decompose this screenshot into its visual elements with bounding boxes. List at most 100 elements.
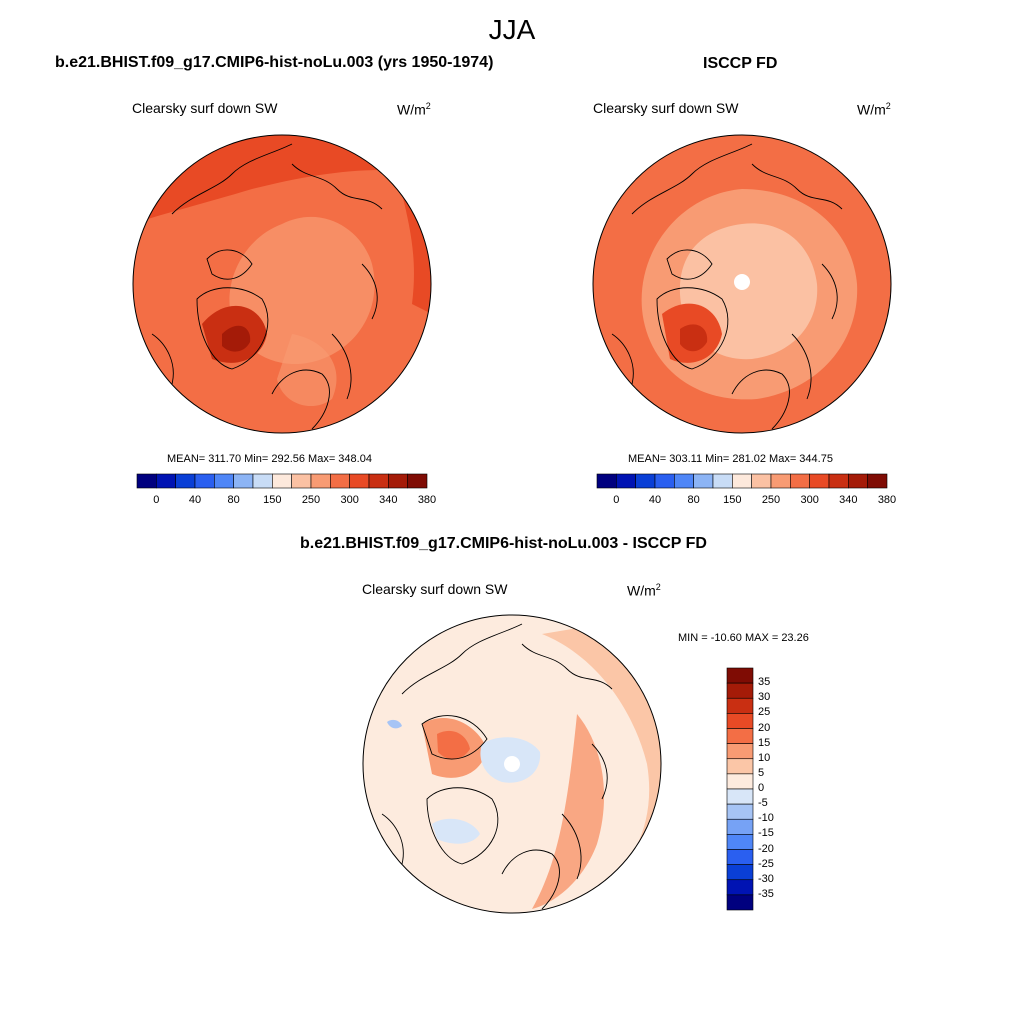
model-colorbar-tick-label: 150	[263, 494, 282, 506]
obs-stats: MEAN= 303.11 Min= 281.02 Max= 344.75	[628, 453, 833, 465]
model-colorbar-swatch	[272, 473, 292, 489]
diff-colorbar-tick-label: 15	[758, 736, 771, 749]
diff-colorbar-tick-label: 5	[758, 766, 765, 779]
model-colorbar-tick-label: 300	[340, 494, 359, 506]
diff-units-label: W/m2	[627, 582, 661, 599]
obs-colorbar-swatch	[770, 473, 791, 489]
model-field-greenland-core	[222, 325, 251, 352]
model-colorbar-swatch	[175, 473, 196, 489]
obs-field-greenland-core	[680, 324, 708, 352]
obs-colorbar-tick-label: 380	[877, 494, 897, 506]
diff-colorbar-tick-label: -35	[758, 887, 774, 900]
diff-colorbar-swatch	[726, 667, 754, 684]
diff-map-border	[362, 614, 662, 914]
diff-coastlines	[381, 623, 613, 910]
obs-colorbar-tick-label: 300	[800, 494, 819, 506]
diff-colorbar-tick-label: -5	[758, 797, 768, 810]
obs-colorbar-swatch	[809, 473, 830, 489]
diff-colorbar-swatch	[726, 818, 754, 835]
model-stats: MEAN= 311.70 Min= 292.56 Max= 348.04	[167, 453, 372, 465]
obs-colorbar-swatch	[596, 473, 617, 489]
model-colorbar-swatch	[194, 473, 215, 489]
model-colorbar-swatch	[233, 473, 254, 489]
diff-colorbar	[726, 667, 754, 911]
obs-polar-map	[592, 134, 892, 434]
obs-map-border	[592, 134, 892, 434]
obs-colorbar-tick-label: 80	[687, 494, 700, 506]
obs-colorbar-tick-label: 0	[613, 494, 620, 506]
model-colorbar	[136, 473, 428, 489]
diff-colorbar-swatch	[726, 743, 754, 760]
diff-panel-title: b.e21.BHIST.f09_g17.CMIP6-hist-noLu.003 …	[300, 535, 707, 552]
diff-field-east-warmer	[532, 714, 605, 909]
model-polar-map	[132, 134, 432, 434]
model-colorbar-tick-label: 250	[301, 494, 321, 506]
model-colorbar-swatch	[291, 473, 312, 489]
diff-field-alaska-cool	[387, 719, 402, 729]
model-colorbar-tick-label: 40	[188, 494, 202, 506]
obs-colorbar-tick-label: 150	[723, 494, 742, 506]
obs-units-label: W/m2	[857, 101, 891, 118]
obs-colorbar-tick-label: 340	[839, 494, 858, 506]
season-title: JJA	[488, 14, 536, 45]
obs-colorbar-tick-label: 40	[648, 494, 662, 506]
diff-colorbar-swatch	[726, 834, 754, 850]
obs-colorbar	[596, 473, 888, 489]
model-colorbar-tick-label: 380	[417, 494, 437, 506]
obs-colorbar-swatch	[751, 473, 772, 489]
obs-coastlines	[611, 143, 843, 430]
diff-colorbar-swatch	[726, 894, 754, 911]
obs-panel-title: ISCCP FD	[703, 55, 778, 72]
diff-field-archipelago-core	[437, 730, 470, 760]
model-colorbar-swatch	[310, 473, 331, 489]
diff-colorbar-swatch	[726, 864, 754, 881]
diff-colorbar-tick-label: -10	[758, 812, 774, 825]
obs-colorbar-swatch	[712, 473, 733, 489]
model-colorbar-swatch	[330, 473, 350, 489]
obs-colorbar-swatch	[828, 473, 849, 489]
obs-colorbar-swatch	[635, 473, 656, 489]
model-field-arctic-low	[229, 216, 375, 365]
diff-colorbar-swatch	[726, 682, 754, 699]
diff-colorbar-tick-label: 25	[758, 706, 771, 719]
diff-colorbar-ticks: 35 30 25 20 15 10 5 0 -5 -10 -15 -20 -25 -30 -35	[758, 668, 818, 910]
model-colorbar-tick-label: 0	[153, 494, 160, 506]
diff-field-polar-gap	[504, 756, 520, 772]
model-field-high-north	[133, 135, 431, 224]
obs-colorbar-swatch	[654, 473, 675, 489]
diff-polar-map	[362, 614, 662, 914]
diff-colorbar-tick-label: -30	[758, 872, 774, 885]
model-colorbar-swatch	[349, 473, 370, 489]
model-variable-label: Clearsky surf down SW	[132, 100, 278, 116]
model-colorbar-swatch	[407, 473, 428, 489]
diff-variable-label: Clearsky surf down SW	[362, 581, 508, 597]
model-units-label: W/m2	[397, 101, 431, 118]
obs-variable-label: Clearsky surf down SW	[593, 100, 739, 116]
obs-colorbar-swatch	[848, 473, 868, 489]
diff-colorbar-tick-label: -20	[758, 842, 774, 855]
obs-colorbar-swatch	[790, 473, 810, 489]
diff-field-east-warm	[542, 615, 661, 913]
diff-colorbar-swatch	[726, 773, 754, 790]
diff-colorbar-tick-label: 30	[758, 691, 771, 704]
model-colorbar-swatch	[214, 473, 234, 489]
obs-colorbar-tick-label: 250	[761, 494, 781, 506]
diff-colorbar-tick-label: 20	[758, 721, 771, 734]
model-colorbar-ticks: 0 40 80 150 250 300 340 380	[137, 494, 436, 508]
obs-colorbar-swatch	[732, 473, 752, 489]
obs-colorbar-swatch	[674, 473, 694, 489]
diff-colorbar-swatch	[726, 728, 754, 744]
diff-colorbar-swatch	[726, 879, 754, 896]
obs-colorbar-swatch	[616, 473, 636, 489]
diff-field-greenland-cool	[432, 818, 480, 844]
diff-field-sw-cool	[363, 879, 412, 913]
obs-colorbar-swatch	[867, 473, 888, 489]
diff-colorbar-tick-label: -15	[758, 827, 774, 840]
diff-colorbar-swatch	[726, 697, 754, 714]
diff-colorbar-tick-label: 10	[758, 751, 771, 764]
model-colorbar-swatch	[156, 473, 176, 489]
obs-field-polar-gap	[734, 274, 750, 290]
model-colorbar-swatch	[252, 473, 273, 489]
model-colorbar-swatch	[368, 473, 389, 489]
diff-colorbar-swatch	[726, 788, 754, 805]
